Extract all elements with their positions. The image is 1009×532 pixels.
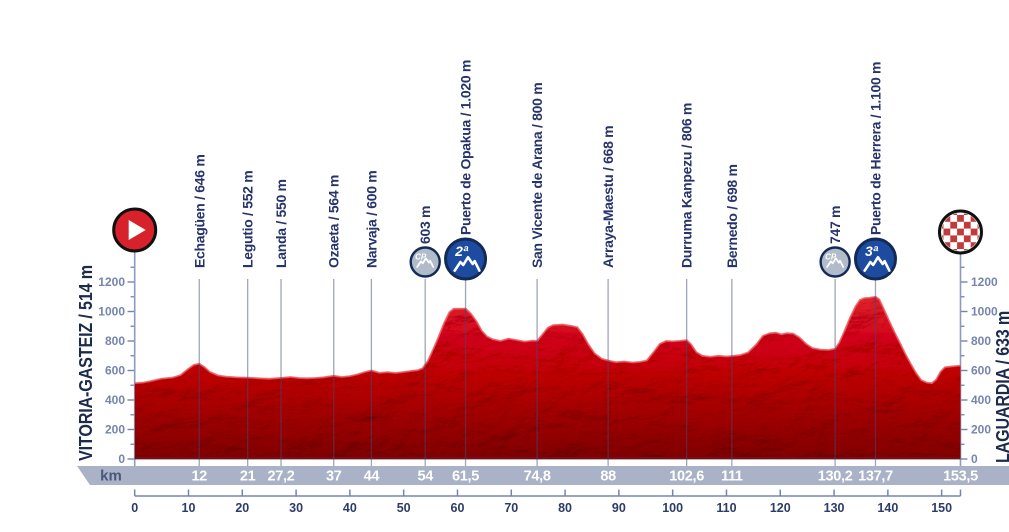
ruler-tick-label: 30 [289,501,303,515]
stage-profile: 0 0 200 200 400 400 600 600 800 800 1000 1000 1200 12… [40,16,1009,516]
y-axis-label-right: 1000 [971,305,998,319]
km-band-tick: 12 [191,469,207,485]
y-axis-label-right: 800 [971,334,991,348]
mountain-icon [453,256,481,272]
cp-icon: CP [409,246,441,278]
y-axis-label-left: 1200 [98,275,125,289]
km-band: km 12 21 27,2 37 44 54 61,5 74,8 88 102,6 111 130,2 1… [77,466,1009,485]
y-axis-label-right: 200 [971,423,991,437]
y-axis-label-left: 0 [118,452,125,466]
y-axis-label-left: 400 [105,393,125,407]
y-axes: 0 0 200 200 400 400 600 600 800 800 1000 1000 1200 12… [98,266,998,466]
waypoint-label: San Vicente de Arana / 800 m [529,83,545,268]
finish-icon [937,209,983,255]
km-band-tick: 88 [600,469,616,485]
km-band-tick: 137,7 [858,469,893,485]
distance-ruler: 0 10 20 30 40 50 60 70 80 90 100 110 120 130 140 150 [131,489,962,515]
km-band-unit: km [100,468,122,485]
cp-circle [819,246,851,278]
ruler-tick-label: 100 [662,501,683,515]
mountain-icon [416,257,435,268]
km-band-tick: 130,2 [818,469,853,485]
ruler-tick-label: 120 [770,501,791,515]
category-badge-text: 2ª [454,243,469,259]
elevation-top-contour [134,295,961,385]
ruler-tick-label: 130 [824,501,845,515]
waypoint-label: 603 m [417,206,433,244]
play-triangle-icon [128,220,146,240]
ruler-tick-label: 80 [558,501,572,515]
waypoint-lines [198,279,877,466]
mountain-icon [863,256,891,272]
finish-checkered-icon [941,213,980,251]
ruler-tick-label: 60 [451,501,465,515]
waypoint-label: Landa / 550 m [273,179,289,268]
y-axis-label-right: 400 [971,393,991,407]
waypoint-label: Puerto de Herrera / 1.100 m [867,62,883,235]
cp-icon: CP [819,246,851,278]
y-axis-label-left: 1000 [98,305,125,319]
ruler-tick-label: 70 [504,501,518,515]
ruler-tick-label: 40 [343,501,357,515]
km-band-tick: 44 [364,469,380,485]
ruler-tick-label: 90 [612,501,626,515]
category-mountain [453,256,481,272]
waypoints: Echagüen / 646 m Legutio / 552 m Landa / 5… [191,60,897,281]
category-2-icon: 2ª [444,237,488,281]
cp-circle [409,246,441,278]
ruler-tick-label: 10 [182,501,196,515]
waypoint-label: Puerto de Opakua / 1.020 m [458,60,474,235]
waypoint-label: Narvaja / 600 m [363,171,379,268]
y-axis-label-right: 1200 [971,275,998,289]
ruler-tick-label: 50 [397,501,411,515]
y-axis-label-left: 800 [105,334,125,348]
start-icon [112,207,158,253]
km-band-tick: 37 [326,469,342,485]
cp-badge-text: CP [825,253,837,262]
km-band-tick: 74,8 [524,469,551,485]
waypoint-label: Legutio / 552 m [240,171,256,268]
ruler-tick-label: 110 [716,501,736,515]
ruler-tick-label: 20 [235,501,249,515]
y-axis-label-left: 200 [105,423,125,437]
y-axis-label-right: 600 [971,364,991,378]
waypoint-label: Ozaeta / 564 m [326,175,342,268]
waypoint-label: Bernedo / 698 m [724,164,740,268]
km-band-tick: 61,5 [452,469,479,485]
km-band-tick: 27,2 [268,469,295,485]
elevation-area [134,296,961,459]
km-band-tick: 102,6 [669,469,704,485]
km-band-tick: 54 [417,469,433,485]
waypoint-label: Arraya-Maestu / 668 m [600,126,616,268]
ruler-tick-label: 140 [877,501,898,515]
km-band-shape [77,466,1009,485]
waypoint-label: Durruma Kanpezu / 806 m [679,103,695,268]
cp-badge-text: CP [415,253,427,262]
start-name-label: VITORIA-GASTEIZ / 514 m [76,265,96,461]
y-axis-label-left: 600 [105,364,125,378]
y-axis-label-right: 0 [971,452,978,466]
finish-name-label: LAGUARDIA / 633 m [993,311,1009,463]
ruler-tick-label: 150 [931,501,952,515]
waypoint-label: 747 m [827,206,843,244]
km-band-tick: 21 [240,469,256,485]
category-mountain [863,256,891,272]
ruler-tick-label: 0 [131,501,138,515]
km-band-tick: 153,5 [943,469,978,485]
category-badge-text: 3ª [865,243,879,259]
mountain-icon [826,257,845,268]
km-band-tick: 111 [721,469,743,485]
category-3-icon: 3ª [853,237,897,281]
waypoint-label: Echagüen / 646 m [191,155,207,268]
